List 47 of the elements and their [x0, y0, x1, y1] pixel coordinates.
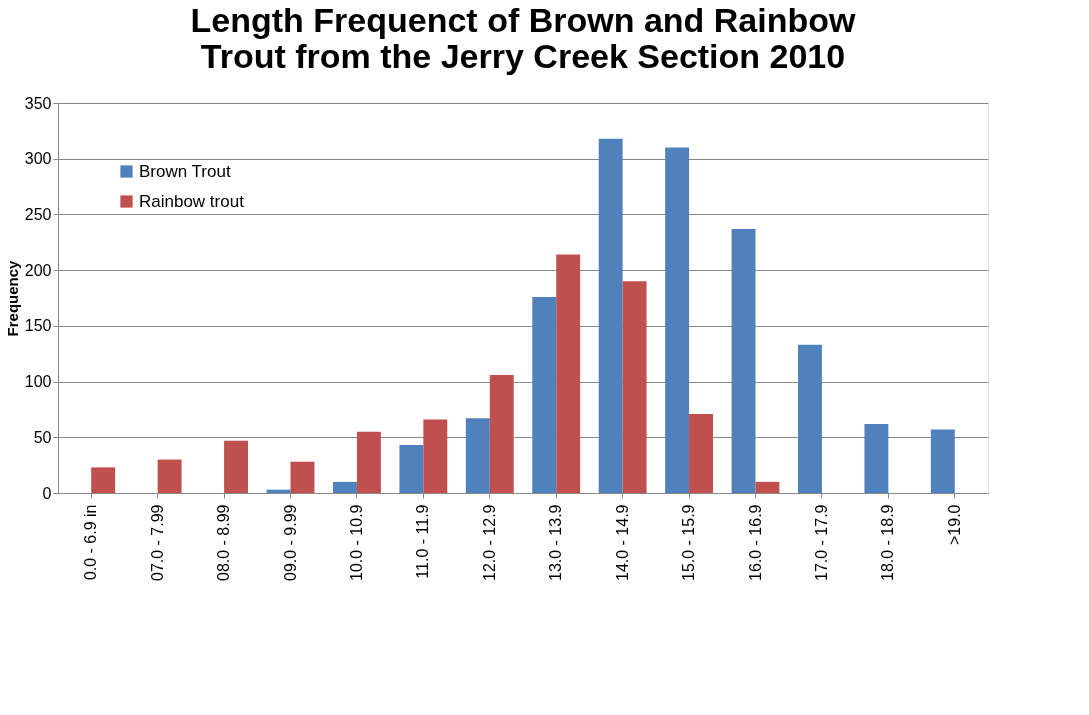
bar	[665, 147, 690, 493]
y-tick-label: 50	[33, 428, 52, 446]
y-tick-label: 0	[42, 484, 52, 502]
bar	[755, 481, 780, 493]
bar	[91, 467, 116, 493]
x-tick-label: 08.0 - 8.99	[215, 504, 233, 581]
bar	[333, 481, 357, 493]
bar	[798, 344, 822, 493]
bar	[532, 296, 557, 493]
bar	[598, 138, 623, 493]
bar	[864, 423, 889, 493]
legend-label: Rainbow trout	[139, 191, 245, 211]
x-tick-label: 14.0 - 14.9	[613, 504, 631, 581]
x-tick-label: 09.0 - 9.99	[281, 504, 299, 581]
bar	[622, 281, 647, 493]
bar	[689, 413, 713, 493]
bar	[489, 374, 514, 493]
x-tick-label: 0.0 - 6.9 in	[82, 504, 100, 581]
y-tick-label: 100	[24, 373, 52, 391]
y-tick-label: 250	[24, 205, 52, 223]
chart-title: Length Frequenct of Brown and Rainbow Trout from the Jerry Creek Section 2010	[190, 1, 856, 75]
x-tick-label: 13.0 - 13.9	[547, 504, 565, 581]
y-tick-label: 350	[24, 94, 52, 112]
bar	[399, 445, 424, 493]
legend-label: Brown Trout	[139, 161, 231, 181]
y-tick-label: 200	[24, 261, 52, 279]
bar	[465, 418, 490, 493]
bar	[423, 419, 448, 493]
bar	[356, 431, 381, 493]
x-tick-label: 15.0 - 15.9	[680, 504, 698, 581]
x-tick-label: 16.0 - 16.9	[746, 504, 764, 581]
x-tick-label: 17.0 - 17.9	[812, 504, 830, 581]
y-axis-title: Frequency	[3, 259, 21, 337]
x-tick-label: 12.0 - 12.9	[480, 504, 498, 581]
bar	[224, 440, 248, 493]
bar	[290, 461, 315, 493]
bar	[930, 429, 955, 493]
bar	[731, 228, 756, 493]
bar	[556, 254, 581, 493]
y-tick-label: 300	[24, 150, 52, 168]
x-tick-label: 10.0 - 10.9	[347, 504, 365, 581]
x-tick-label: 07.0 - 7.99	[148, 504, 166, 581]
x-tick-label: 18.0 - 18.9	[879, 504, 897, 581]
y-tick-label: 150	[24, 317, 52, 335]
x-tick-label: >19.0	[945, 504, 963, 545]
x-tick-label: 11.0 - 11.9	[414, 504, 432, 579]
bar	[157, 459, 182, 493]
